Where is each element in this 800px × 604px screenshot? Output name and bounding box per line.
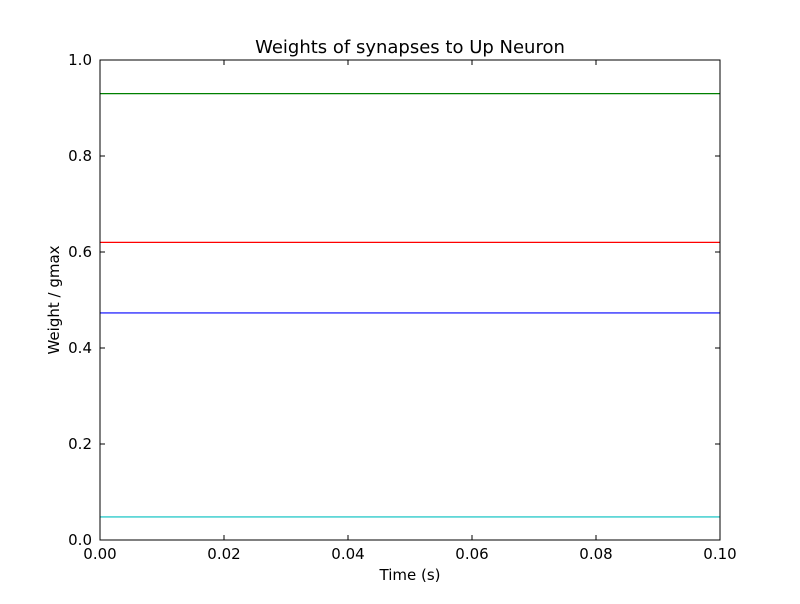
x-tick-label: 0.04 [331, 545, 364, 563]
plot-frame [99, 59, 721, 541]
x-tick-label: 0.02 [207, 545, 240, 563]
series-layer [100, 92, 720, 518]
x-tick-label: 0.08 [579, 545, 612, 563]
x-tick-label: 0.10 [703, 545, 736, 563]
y-tick-label: 0.8 [68, 147, 92, 165]
y-tick-label: 0.6 [68, 243, 92, 261]
ticks-layer: 0.00 0.02 0.04 0.06 0.08 0.10 0.0 0.2 0.4 0.6 0.8 1… [68, 51, 737, 563]
y-tick-label: 1.0 [68, 51, 92, 69]
y-tick-label: 0.4 [68, 339, 92, 357]
y-tick-label: 0.2 [68, 435, 92, 453]
x-tick-label: 0.06 [455, 545, 488, 563]
chart-title: Weights of synapses to Up Neuron [255, 37, 565, 58]
y-tick-label: 0.0 [68, 531, 92, 549]
y-axis-label: Weight / gmax [45, 245, 63, 354]
x-axis-label: Time (s) [379, 566, 441, 584]
x-tick-label: 0.00 [83, 545, 116, 563]
